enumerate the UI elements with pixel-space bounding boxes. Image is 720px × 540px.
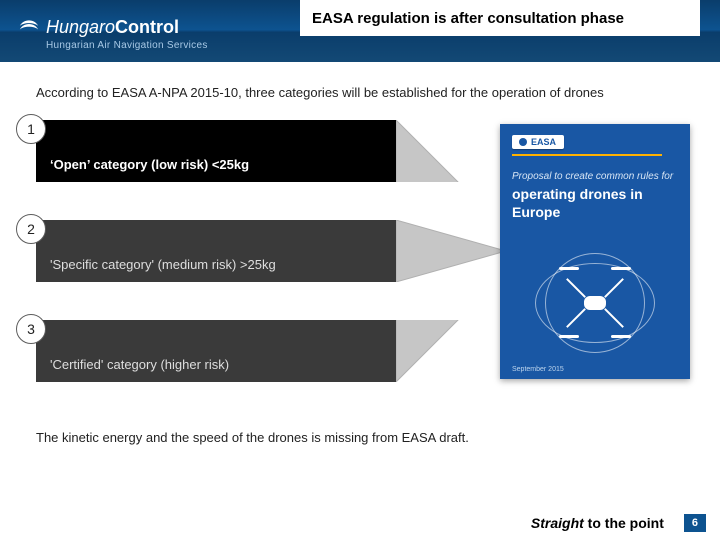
footer: Straight to the point 6 <box>14 514 706 532</box>
easa-cover: EASA Proposal to create common rules for… <box>500 124 690 379</box>
brand-subtitle: Hungarian Air Navigation Services <box>46 40 290 51</box>
drone-icon <box>535 243 655 363</box>
category-2-label: 'Specific category' (medium risk) >25kg <box>50 257 276 272</box>
brand-suffix: Control <box>115 17 179 38</box>
slide-title: EASA regulation is after consultation ph… <box>312 10 624 27</box>
header-bar: HungaroControl Hungarian Air Navigation … <box>0 0 720 62</box>
arrow-3-icon <box>396 320 516 382</box>
category-3-banner: 'Certified' category (higher risk) <box>36 320 396 382</box>
easa-badge: EASA <box>512 135 564 149</box>
brand-title: HungaroControl <box>18 11 290 38</box>
cover-footer: September 2015 <box>512 366 564 373</box>
category-2-badge: 2 <box>16 214 46 244</box>
arrow-1-icon <box>396 120 516 182</box>
cover-text: Proposal to create common rules for oper… <box>512 170 678 221</box>
category-1-badge: 1 <box>16 114 46 144</box>
arrow-2-icon <box>396 220 516 282</box>
tagline: Straight to the point <box>531 515 664 531</box>
category-1: 1 ‘Open’ category (low risk) <25kg <box>36 120 396 182</box>
cover-line2: operating drones in Europe <box>512 185 678 221</box>
category-3: 3 'Certified' category (higher risk) <box>36 320 396 382</box>
category-1-label: ‘Open’ category (low risk) <25kg <box>50 157 249 172</box>
easa-badge-text: EASA <box>531 137 556 147</box>
cover-ribbon <box>512 154 662 156</box>
brand-block: HungaroControl Hungarian Air Navigation … <box>0 0 290 62</box>
brand-prefix: Hungaro <box>46 17 115 38</box>
category-3-label: 'Certified' category (higher risk) <box>50 357 229 372</box>
star-circle-icon <box>518 137 528 147</box>
brand-swoosh-icon <box>18 13 40 35</box>
cover-line1: Proposal to create common rules for <box>512 171 673 182</box>
slide-title-wrap: EASA regulation is after consultation ph… <box>300 0 700 36</box>
category-3-badge: 3 <box>16 314 46 344</box>
content-area: According to EASA A-NPA 2015-10, three c… <box>0 62 720 445</box>
category-1-banner: ‘Open’ category (low risk) <25kg <box>36 120 396 182</box>
bottom-note: The kinetic energy and the speed of the … <box>36 430 690 445</box>
intro-text: According to EASA A-NPA 2015-10, three c… <box>36 84 690 102</box>
diagram: 1 ‘Open’ category (low risk) <25kg 2 'Sp… <box>36 120 690 410</box>
tagline-rest: to the point <box>588 515 664 531</box>
tagline-italic: Straight <box>531 515 588 531</box>
category-2: 2 'Specific category' (medium risk) >25k… <box>36 220 396 282</box>
category-2-banner: 'Specific category' (medium risk) >25kg <box>36 220 396 282</box>
page-number: 6 <box>684 514 706 532</box>
